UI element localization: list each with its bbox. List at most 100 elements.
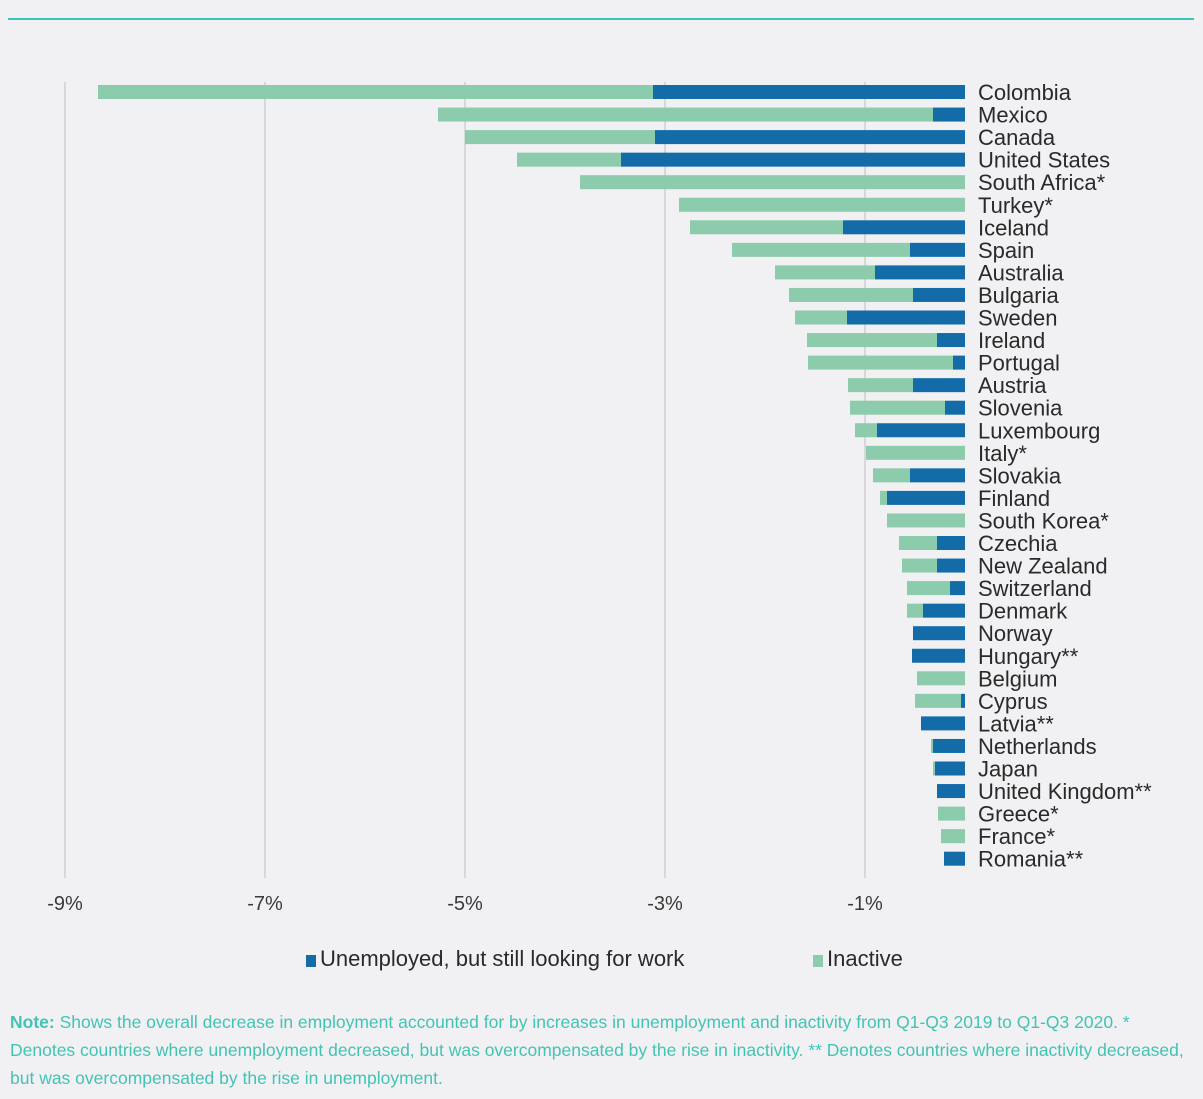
category-label: Mexico [978, 103, 1048, 128]
category-label: Turkey* [978, 193, 1053, 218]
bar-inactive [902, 558, 937, 573]
bar-inactive [795, 310, 847, 325]
bar-unemployed [944, 851, 965, 866]
category-label: Cyprus [978, 689, 1048, 714]
bar-unemployed [933, 738, 965, 753]
chart-note: Note: Shows the overall decrease in empl… [10, 1008, 1195, 1092]
bar-inactive [848, 378, 913, 393]
category-label: New Zealand [978, 554, 1108, 579]
top-accent-rule [8, 18, 1194, 20]
bar-unemployed [937, 784, 965, 799]
bar-unemployed [937, 333, 965, 348]
bar-unemployed [933, 107, 965, 122]
bar-inactive [517, 152, 621, 167]
bar-unemployed [937, 558, 965, 573]
bar-inactive [855, 423, 877, 438]
bar-inactive [438, 107, 933, 122]
bar-inactive [931, 738, 933, 753]
bar-inactive [917, 671, 965, 686]
legend: Unemployed, but still looking for work I… [0, 944, 1203, 974]
category-label: Finland [978, 486, 1050, 511]
bar-unemployed [847, 310, 965, 325]
legend-item-inactive: Inactive [813, 944, 903, 974]
bar-inactive [899, 536, 937, 550]
category-label: South Korea* [978, 508, 1109, 533]
category-label: Slovakia [978, 463, 1062, 488]
bar-inactive [732, 242, 910, 257]
category-label: Colombia [978, 80, 1072, 105]
category-label: Netherlands [978, 734, 1097, 759]
category-label: United States [978, 148, 1110, 173]
legend-label-unemployed: Unemployed, but still looking for work [320, 946, 685, 971]
legend-item-unemployed: Unemployed, but still looking for work [306, 944, 684, 974]
bar-unemployed [961, 693, 965, 708]
bar-unemployed [912, 648, 965, 663]
category-label: Italy* [978, 441, 1027, 466]
bar-unemployed [887, 490, 965, 505]
bar-unemployed [937, 536, 965, 550]
bar-inactive [808, 355, 953, 370]
category-label: Greece* [978, 802, 1059, 827]
category-label: Austria [978, 373, 1047, 398]
legend-swatch-inactive [813, 955, 823, 967]
bar-unemployed [913, 378, 965, 393]
bar-inactive [880, 490, 887, 505]
category-label: Iceland [978, 215, 1049, 240]
bar-inactive [580, 175, 965, 190]
category-label: Switzerland [978, 576, 1092, 601]
x-tick-label: -7% [247, 893, 283, 915]
category-label: South Africa* [978, 170, 1106, 195]
category-label: Japan [978, 757, 1038, 782]
x-tick-label: -5% [447, 893, 483, 915]
legend-swatch-unemployed [306, 955, 316, 967]
bar-unemployed [913, 626, 965, 641]
category-label: Ireland [978, 328, 1045, 353]
stacked-bar-chart: -9% -7% -5% -3% -1%ColombiaMexicoCanadaUnite… [47, 80, 1152, 915]
bar-inactive [465, 130, 655, 145]
bar-inactive [873, 468, 910, 483]
bar-unemployed [843, 220, 965, 235]
category-label: Denmark [978, 599, 1068, 624]
bar-unemployed [935, 761, 965, 776]
bar-unemployed [921, 716, 965, 731]
bar-inactive [933, 761, 935, 776]
bar-inactive [98, 85, 653, 99]
bar-inactive [690, 220, 843, 235]
category-label: Portugal [978, 351, 1060, 376]
bar-inactive [887, 513, 965, 528]
legend-label-inactive: Inactive [827, 946, 903, 971]
category-label: France* [978, 824, 1055, 849]
bar-unemployed [875, 265, 965, 280]
bar-unemployed [910, 468, 965, 483]
category-label: Romania** [978, 847, 1084, 872]
bar-unemployed [945, 400, 965, 415]
note-label: Note: [10, 1012, 55, 1032]
category-label: Bulgaria [978, 283, 1059, 308]
bar-unemployed [953, 355, 965, 370]
category-label: Australia [978, 260, 1064, 285]
category-label: Hungary** [978, 644, 1079, 669]
category-label: Belgium [978, 666, 1057, 691]
bar-inactive [938, 806, 965, 821]
category-label: Latvia** [978, 711, 1054, 736]
bar-inactive [907, 581, 950, 596]
category-label: Canada [978, 125, 1056, 150]
bar-inactive [679, 197, 965, 212]
category-label: Luxembourg [978, 418, 1100, 443]
bar-unemployed [621, 152, 965, 167]
bar-unemployed [950, 581, 965, 596]
bar-unemployed [913, 287, 965, 302]
category-label: Sweden [978, 306, 1058, 331]
category-label: Slovenia [978, 396, 1063, 421]
bar-unemployed [923, 603, 965, 618]
x-tick-label: -9% [47, 893, 83, 915]
bar-unemployed [655, 130, 965, 145]
bar-inactive [866, 445, 965, 460]
bar-inactive [775, 265, 875, 280]
category-label: United Kingdom** [978, 779, 1152, 804]
bar-inactive [907, 603, 923, 618]
x-tick-label: -3% [647, 893, 683, 915]
bar-unemployed [910, 242, 965, 257]
bar-inactive [915, 693, 961, 708]
category-label: Spain [978, 238, 1034, 263]
